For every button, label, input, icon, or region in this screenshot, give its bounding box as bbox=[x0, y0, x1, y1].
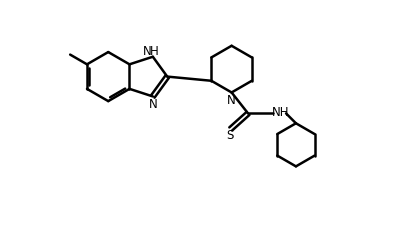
Text: S: S bbox=[225, 129, 233, 142]
Text: NH: NH bbox=[272, 105, 289, 118]
Text: H: H bbox=[150, 44, 158, 57]
Text: N: N bbox=[226, 93, 235, 106]
Text: N: N bbox=[143, 44, 152, 57]
Text: N: N bbox=[149, 97, 157, 110]
